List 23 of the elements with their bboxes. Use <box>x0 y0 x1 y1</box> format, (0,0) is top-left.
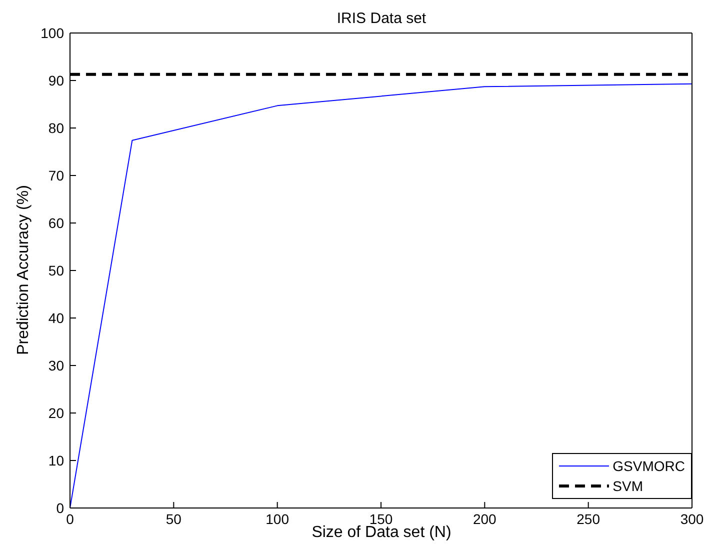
x-tick-label: 200 <box>472 510 497 527</box>
y-tick-label: 40 <box>48 310 64 326</box>
y-tick-label: 70 <box>48 167 64 184</box>
y-axis-title: Prediction Accuracy (%) <box>15 185 33 355</box>
x-tick-label: 250 <box>576 510 600 527</box>
y-tick-label: 10 <box>48 452 64 468</box>
x-tick-label: 300 <box>680 510 704 527</box>
y-tick-label: 20 <box>48 404 64 421</box>
x-axis-title: Size of Data set (N) <box>312 524 452 541</box>
y-tick-label: 90 <box>48 72 64 88</box>
legend-label: GSVMORC <box>612 458 685 474</box>
x-tick-label: 50 <box>166 510 182 527</box>
x-tick-label: 0 <box>66 510 74 527</box>
x-tick-label: 100 <box>266 510 290 527</box>
y-tick-label: 80 <box>48 120 64 136</box>
y-tick-label: 30 <box>48 357 64 374</box>
y-tick-label: 50 <box>48 262 64 278</box>
legend-label: SVM <box>612 478 643 494</box>
y-tick-label: 100 <box>40 24 64 41</box>
x-tick-label: 150 <box>369 510 393 527</box>
y-tick-label: 0 <box>56 500 64 516</box>
chart-title: IRIS Data set <box>336 10 428 27</box>
y-tick-label: 60 <box>48 214 64 231</box>
